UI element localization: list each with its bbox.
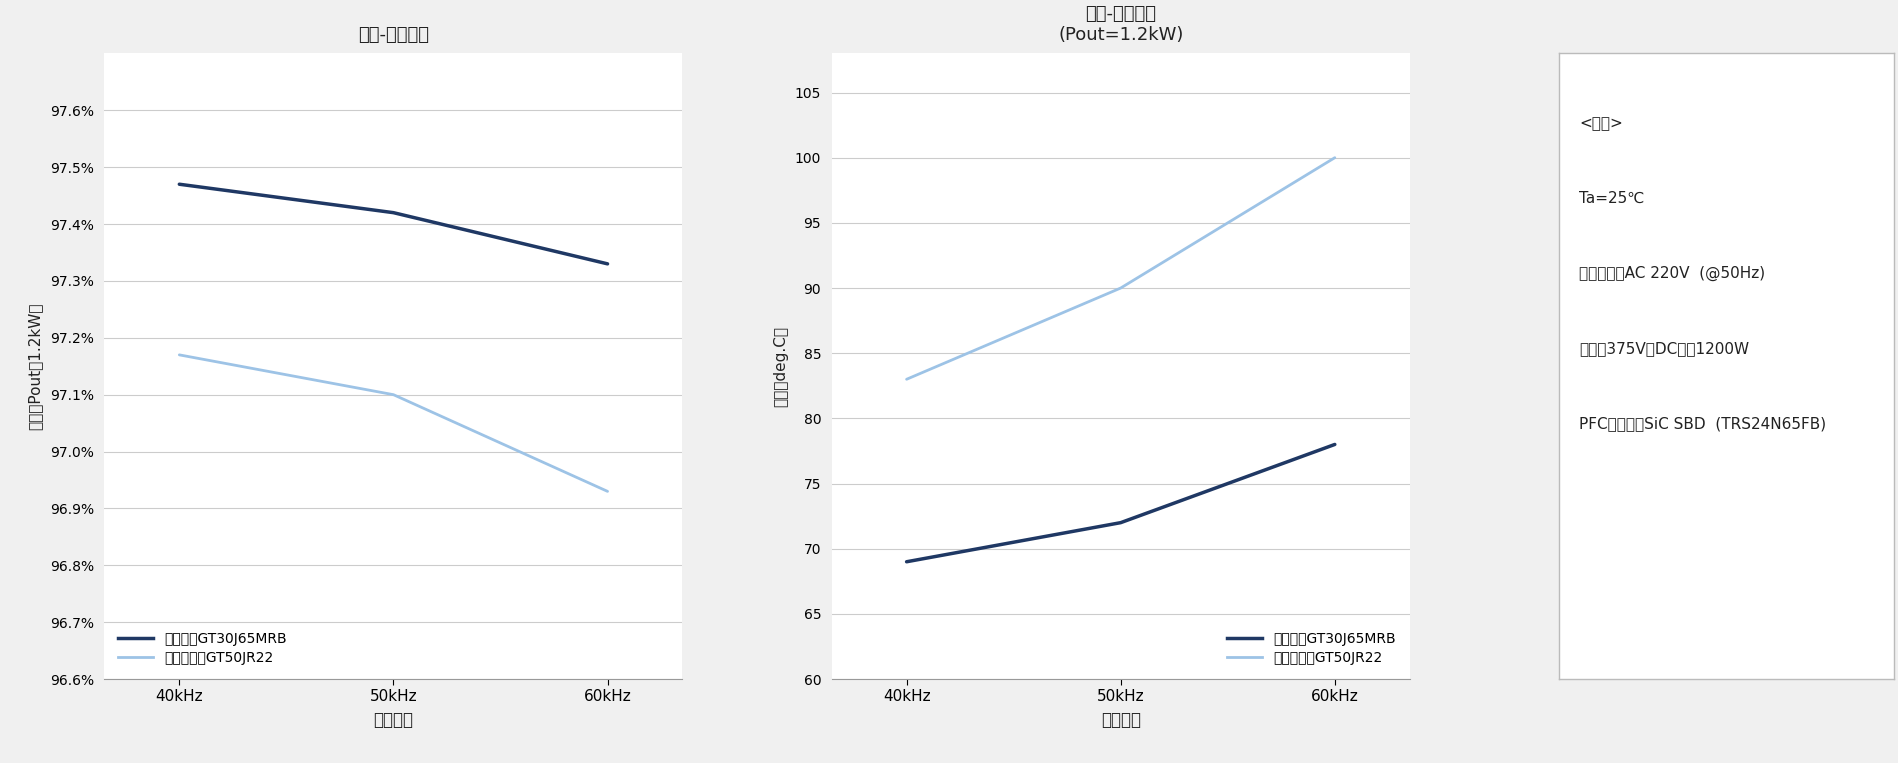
Title: 效率-开关频率: 效率-开关频率 <box>359 25 429 43</box>
Legend: 新产品：GT30J65MRB, 当前产品：GT50JR22: 新产品：GT30J65MRB, 当前产品：GT50JR22 <box>112 625 294 672</box>
Text: Ta=25℃: Ta=25℃ <box>1579 191 1644 206</box>
Text: <条件>: <条件> <box>1579 116 1623 131</box>
Text: 输入功率：AC 220V  (@50Hz): 输入功率：AC 220V (@50Hz) <box>1579 266 1765 282</box>
Text: 输出：375V（DC）／1200W: 输出：375V（DC）／1200W <box>1579 341 1750 356</box>
Legend: 新产品：GT30J65MRB, 当前产品：GT50JR22: 新产品：GT30J65MRB, 当前产品：GT50JR22 <box>1220 625 1403 672</box>
X-axis label: 开关频率: 开关频率 <box>374 711 414 729</box>
Y-axis label: 壳温（deg.C）: 壳温（deg.C） <box>772 326 788 407</box>
Y-axis label: 效率（Pout＝1.2kW）: 效率（Pout＝1.2kW） <box>28 302 44 430</box>
X-axis label: 开关频率: 开关频率 <box>1101 711 1141 729</box>
Title: 壳温-开关频率
(Pout=1.2kW): 壳温-开关频率 (Pout=1.2kW) <box>1057 5 1182 43</box>
Text: PFC二极管：SiC SBD  (TRS24N65FB): PFC二极管：SiC SBD (TRS24N65FB) <box>1579 417 1826 431</box>
